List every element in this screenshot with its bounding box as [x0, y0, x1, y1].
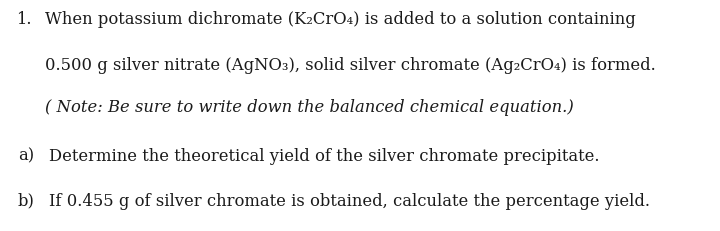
Text: b): b) — [18, 193, 35, 210]
Text: a): a) — [18, 148, 34, 164]
Text: If 0.455 g of silver chromate is obtained, calculate the percentage yield.: If 0.455 g of silver chromate is obtaine… — [49, 193, 650, 210]
Text: 1.: 1. — [16, 11, 32, 28]
Text: ( Note: Be sure to write down the balanced chemical equation.): ( Note: Be sure to write down the balanc… — [45, 99, 573, 116]
Text: When potassium dichromate (K₂CrO₄) is added to a solution containing: When potassium dichromate (K₂CrO₄) is ad… — [45, 11, 635, 28]
Text: Determine the theoretical yield of the silver chromate precipitate.: Determine the theoretical yield of the s… — [49, 148, 600, 164]
Text: 0.500 g silver nitrate (AgNO₃), solid silver chromate (Ag₂CrO₄) is formed.: 0.500 g silver nitrate (AgNO₃), solid si… — [45, 58, 655, 74]
